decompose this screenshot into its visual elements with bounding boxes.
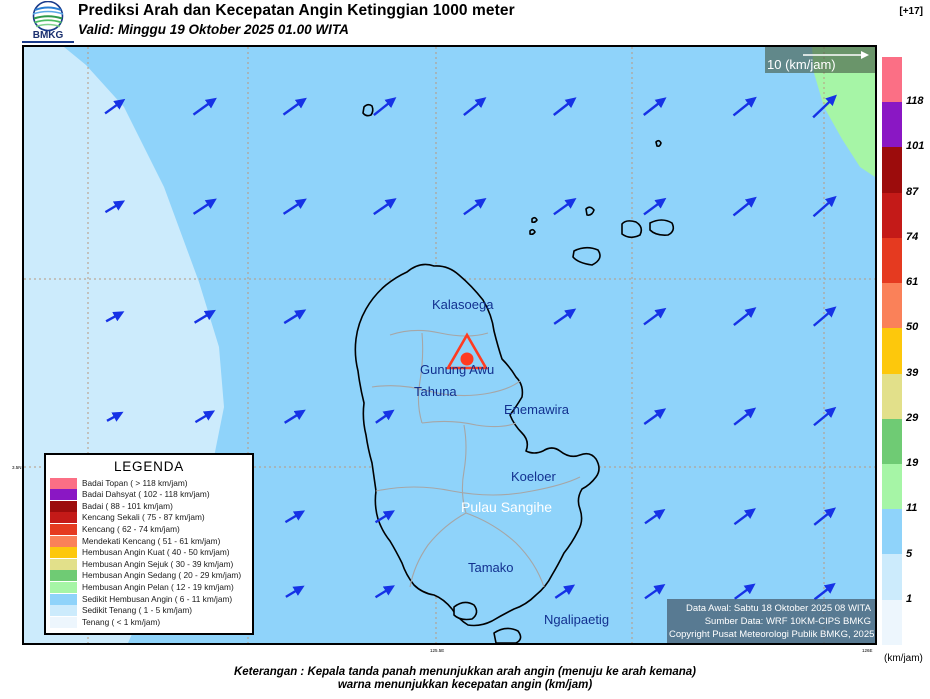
legend-item: Sedikit Hembusan Angin ( 6 - 11 km/jam) [50,593,248,605]
legend-item: Mendekati Kencang ( 51 - 61 km/jam) [50,535,248,547]
legend-swatch [50,570,77,582]
colorbar-cell [882,463,902,510]
data-source-line3: Copyright Pusat Meteorologi Publik BMKG,… [669,629,875,640]
colorbar-tick: 11 [906,502,918,515]
legend-swatch [50,581,77,593]
legend-swatch [50,489,77,501]
legend-label: Badai Dahsyat ( 102 - 118 km/jam) [82,489,210,500]
legend-label: Badai ( 88 - 101 km/jam) [82,500,173,511]
legend-box: LEGENDA Badai Topan ( > 118 km/jam) Badai… [44,453,254,635]
map-frame[interactable]: Kalasoega Gunung Awu Tahuna Enemawira Koeloe… [22,45,877,645]
bmkg-logo-text: BMKG [22,31,74,43]
colorbar-cell [882,192,902,238]
page-title: Prediksi Arah dan Kecepatan Angin Keting… [78,2,515,19]
legend-item: Kencang ( 62 - 74 km/jam) [50,523,248,536]
colorbar-tick: 118 [906,95,924,108]
legend-item: Badai ( 88 - 101 km/jam) [50,500,248,512]
data-source-line1: Data Awal: Sabtu 18 Oktober 2025 08 WITA [685,603,871,614]
colorbar-cell [882,237,902,284]
valid-time-label: Valid: Minggu 19 Oktober 2025 01.00 WITA [78,22,349,37]
axis-label-bottom-mid: 125.5E [430,648,445,653]
colorbar: 118 101 87 74 61 50 39 29 19 11 5 1 (km/jam) [882,45,930,664]
legend-swatch [50,616,77,628]
footer-line1: Keterangan : Kepala tanda panah menunjuk… [233,666,697,678]
legend-item: Hembusan Angin Sedang ( 20 - 29 km/jam) [50,570,248,582]
legend-item: Badai Dahsyat ( 102 - 118 km/jam) [50,489,248,501]
legend-item: Tenang ( < 1 km/jam) [50,616,248,628]
colorbar-unit-label: (km/jam) [884,653,923,664]
footer-line2: warna menunjukkan kecepatan angin (km/ja… [337,679,593,691]
legend-title: LEGENDA [113,459,185,475]
colorbar-cell [882,57,902,103]
volcano-marker-icon [445,332,489,370]
colorbar-tick: 74 [906,230,919,243]
colorbar-cell [882,283,902,329]
colorbar-tick: 61 [906,276,919,289]
legend-label: Hembusan Angin Pelan ( 12 - 19 km/jam) [82,581,234,592]
bmkg-logo-icon: BMKG [22,0,74,43]
wind-band-pelan [812,47,875,177]
colorbar-cell [882,147,902,193]
legend-item: Hembusan Angin Pelan ( 12 - 19 km/jam) [50,581,248,594]
colorbar-tick: 101 [906,140,925,153]
footer-caption: Keterangan : Kepala tanda panah menunjuk… [0,666,930,692]
colorbar-cell [882,102,902,148]
header: BMKG Prediksi Arah dan Kecepatan Angin K… [0,0,930,45]
legend-swatch [50,558,77,570]
colorbar-tick: 50 [906,321,919,334]
legend-label: Mendekati Kencang ( 51 - 61 km/jam) [82,535,221,546]
data-source-box: Data Awal: Sabtu 18 Oktober 2025 08 WITA… [667,599,875,643]
data-source-line2: Sumber Data: WRF 10KM-CIPS BMKG [704,616,871,627]
scale-reference-label: 10 (km/jam) [767,57,836,72]
scale-reference-box: 10 (km/jam) [765,47,875,73]
legend-swatch [50,547,77,559]
colorbar-strip [882,57,902,645]
forecast-step-label: [+17] [899,6,923,17]
legend-item: Hembusan Angin Sejuk ( 30 - 39 km/jam) [50,558,248,570]
legend-label: Hembusan Angin Sedang ( 20 - 29 km/jam) [82,570,242,581]
colorbar-cell [882,509,902,555]
colorbar-cell [882,554,902,600]
legend-swatch [50,535,77,547]
colorbar-tick: 5 [906,547,913,560]
colorbar-tick: 87 [906,185,919,198]
legend-label: Kencang ( 62 - 74 km/jam) [82,523,180,534]
colorbar-cell [882,418,902,464]
axis-label-left: 3.5N [12,465,22,470]
legend-item: Hembusan Angin Kuat ( 40 - 50 km/jam) [50,547,248,559]
legend-item: Badai Topan ( > 118 km/jam) [50,477,248,489]
legend-label: Kencang Sekali ( 75 - 87 km/jam) [82,512,205,523]
legend-label: Sedikit Hembusan Angin ( 6 - 11 km/jam) [82,593,233,604]
legend-swatch [50,500,77,512]
legend-swatch [50,523,77,535]
legend-swatch [50,477,77,489]
legend-swatch [50,512,77,524]
colorbar-tick: 19 [906,457,919,470]
legend-label: Tenang ( < 1 km/jam) [82,616,161,627]
colorbar-tick: 1 [906,592,913,605]
axis-label-bottom-right: 126E [862,648,873,653]
coastlines [354,103,675,643]
legend-label: Sedikit Tenang ( 1 - 5 km/jam) [82,605,193,616]
colorbar-tick: 39 [906,366,919,379]
admin-boundaries [371,329,581,588]
legend-label: Badai Topan ( > 118 km/jam) [82,477,188,488]
colorbar-tick: 29 [906,411,919,424]
legend-swatch [50,605,77,617]
arrow-right-icon [803,51,869,59]
legend-swatch [50,593,77,605]
colorbar-cell [882,599,902,645]
legend-label: Hembusan Angin Kuat ( 40 - 50 km/jam) [82,547,230,558]
legend-rows: Badai Topan ( > 118 km/jam) Badai Dahsyat… [50,477,248,628]
colorbar-cell [882,328,902,374]
legend-label: Hembusan Angin Sejuk ( 30 - 39 km/jam) [82,558,234,569]
colorbar-cell [882,373,902,419]
legend-item: Sedikit Tenang ( 1 - 5 km/jam) [50,605,248,617]
legend-item: Kencang Sekali ( 75 - 87 km/jam) [50,512,248,524]
